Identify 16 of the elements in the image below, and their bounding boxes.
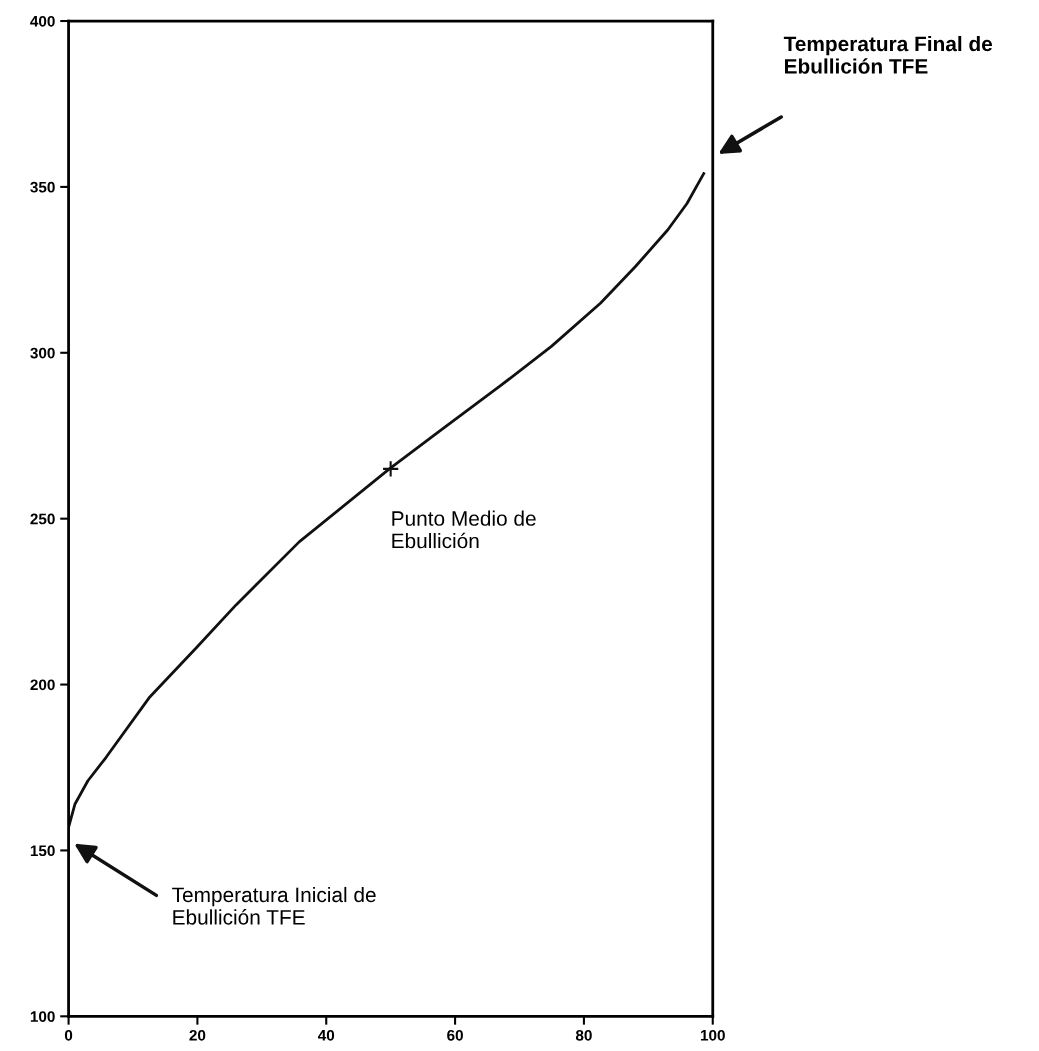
y-tick-label: 350 bbox=[30, 181, 55, 193]
y-tick-label: 400 bbox=[30, 15, 55, 27]
y-tick-label: 300 bbox=[30, 347, 55, 359]
y-tick-label: 150 bbox=[30, 845, 55, 857]
x-tick-label: 20 bbox=[189, 1029, 206, 1041]
text: Temperatura Final de Ebullición TFE bbox=[783, 35, 993, 74]
y-tick-label: 250 bbox=[30, 513, 55, 525]
y-tick-label: 100 bbox=[30, 1011, 55, 1022]
x-tick-label: 40 bbox=[317, 1029, 335, 1041]
y-tick-label: 200 bbox=[30, 679, 55, 691]
x-tick-label: 60 bbox=[447, 1029, 463, 1041]
x-tick-label: 0 bbox=[64, 1029, 73, 1041]
annotation: Temperatura Inicial de Ebullición TFE bbox=[172, 886, 376, 925]
annotation: Punto Medio de Ebullición bbox=[392, 510, 536, 549]
x-tick-label: 100 bbox=[700, 1029, 725, 1041]
x-tick-label: 80 bbox=[575, 1029, 592, 1041]
